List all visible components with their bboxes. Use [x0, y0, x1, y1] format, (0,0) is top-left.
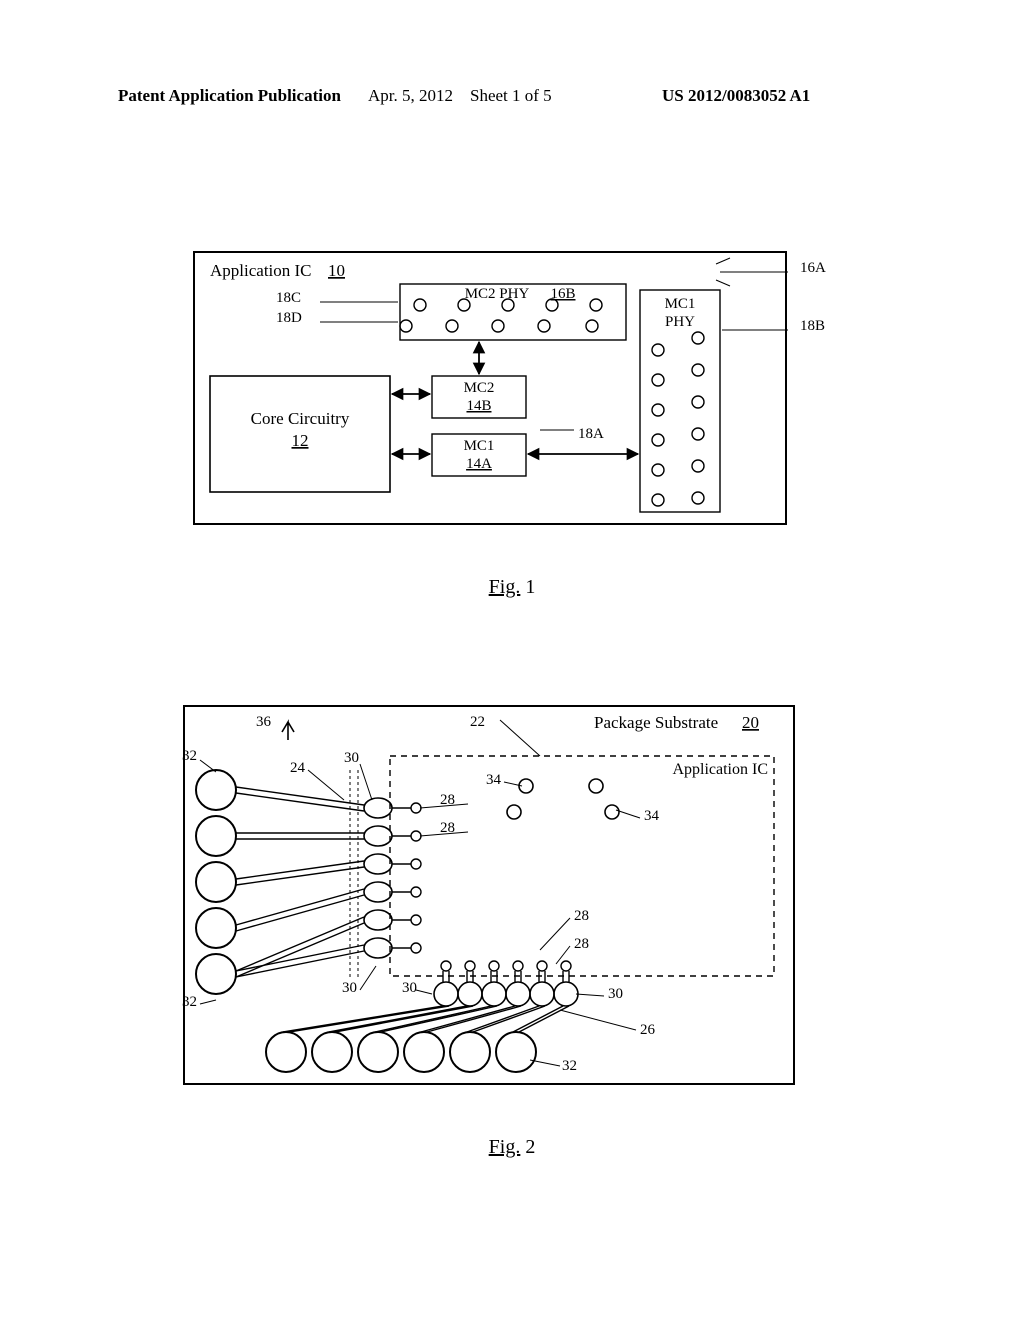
svg-text:Package Substrate: Package Substrate	[594, 713, 718, 732]
fig2-caption-num: 2	[525, 1136, 535, 1158]
figure-2-caption: Fig. 2	[0, 1136, 1024, 1159]
figure-2-area: Package Substrate 20 Application IC 36 22 32 3…	[0, 0, 1024, 1200]
svg-text:36: 36	[256, 714, 272, 730]
svg-text:34: 34	[486, 772, 502, 788]
svg-text:32: 32	[182, 748, 197, 764]
svg-text:20: 20	[742, 713, 759, 732]
svg-text:30: 30	[342, 980, 357, 996]
svg-text:30: 30	[344, 750, 359, 766]
svg-text:34: 34	[644, 808, 660, 824]
fig2-caption-prefix: Fig.	[489, 1136, 521, 1158]
svg-text:30: 30	[608, 986, 623, 1002]
svg-text:Application IC: Application IC	[672, 761, 768, 778]
figure-2-svg: Package Substrate 20 Application IC 36 22 32 3…	[0, 0, 1024, 1200]
svg-text:32: 32	[562, 1058, 577, 1074]
svg-text:28: 28	[574, 908, 589, 924]
svg-text:26: 26	[640, 1022, 656, 1038]
svg-text:28: 28	[574, 936, 589, 952]
svg-text:32: 32	[182, 994, 197, 1010]
svg-text:30: 30	[402, 980, 417, 996]
svg-text:22: 22	[470, 714, 485, 730]
svg-text:24: 24	[290, 760, 306, 776]
